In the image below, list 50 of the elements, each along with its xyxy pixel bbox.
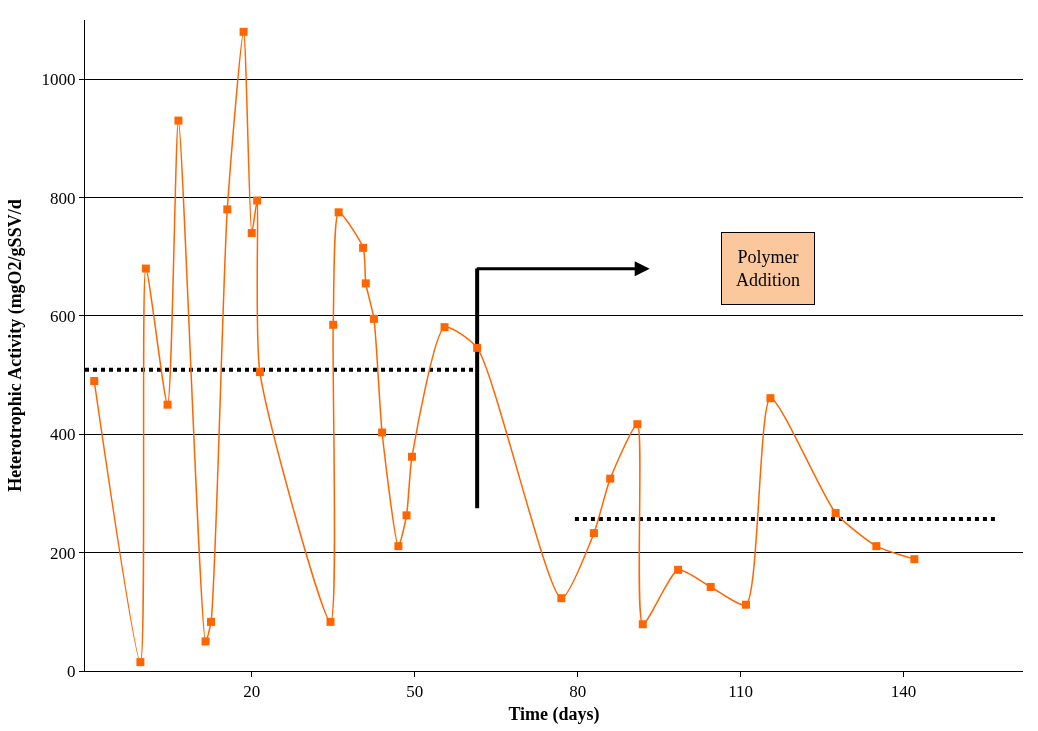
point (334, 208, 343, 217)
point (253, 196, 262, 205)
point (440, 323, 449, 332)
y-tick-label: 600 (50, 306, 76, 326)
point (207, 617, 216, 626)
point (141, 264, 150, 273)
point (239, 27, 248, 36)
point (369, 314, 378, 323)
point (633, 420, 642, 429)
y-tick-label: 200 (50, 543, 76, 563)
y-axis-title: Heterotrophic Activity (mgO2/gSSV/d (4, 199, 26, 492)
y-tick-label: 400 (50, 425, 76, 445)
point (706, 582, 715, 591)
point (174, 116, 183, 125)
point (606, 474, 615, 483)
point (589, 529, 598, 538)
point (742, 600, 750, 609)
point (910, 555, 919, 564)
annotation: Polymer Addition (736, 247, 801, 291)
point (473, 343, 482, 352)
point (402, 511, 411, 520)
x-tick-label: 110 (728, 682, 754, 702)
point (255, 368, 264, 377)
point (831, 508, 840, 517)
point (557, 594, 566, 603)
x-axis-title: Time (days) (508, 703, 600, 725)
y-tick-label: 1000 (41, 70, 76, 90)
x-tick-label: 50 (406, 682, 424, 702)
x-tick-label: 20 (243, 682, 261, 702)
point (136, 658, 145, 667)
point (674, 565, 683, 574)
point (638, 620, 647, 629)
point (326, 617, 335, 626)
point (201, 637, 210, 646)
point (766, 394, 775, 403)
point (872, 542, 881, 551)
point (378, 428, 387, 437)
y-tick-label: 800 (50, 188, 76, 208)
point (359, 243, 368, 252)
point (361, 279, 370, 288)
point (394, 542, 403, 551)
point (247, 229, 256, 238)
point (90, 377, 99, 386)
y-tick-label: 0 (67, 661, 76, 681)
point (223, 205, 232, 214)
point (163, 400, 172, 409)
point (329, 320, 338, 329)
x-tick-label: 140 (890, 682, 917, 702)
x-tick-label: 80 (569, 682, 587, 702)
point (407, 452, 416, 461)
